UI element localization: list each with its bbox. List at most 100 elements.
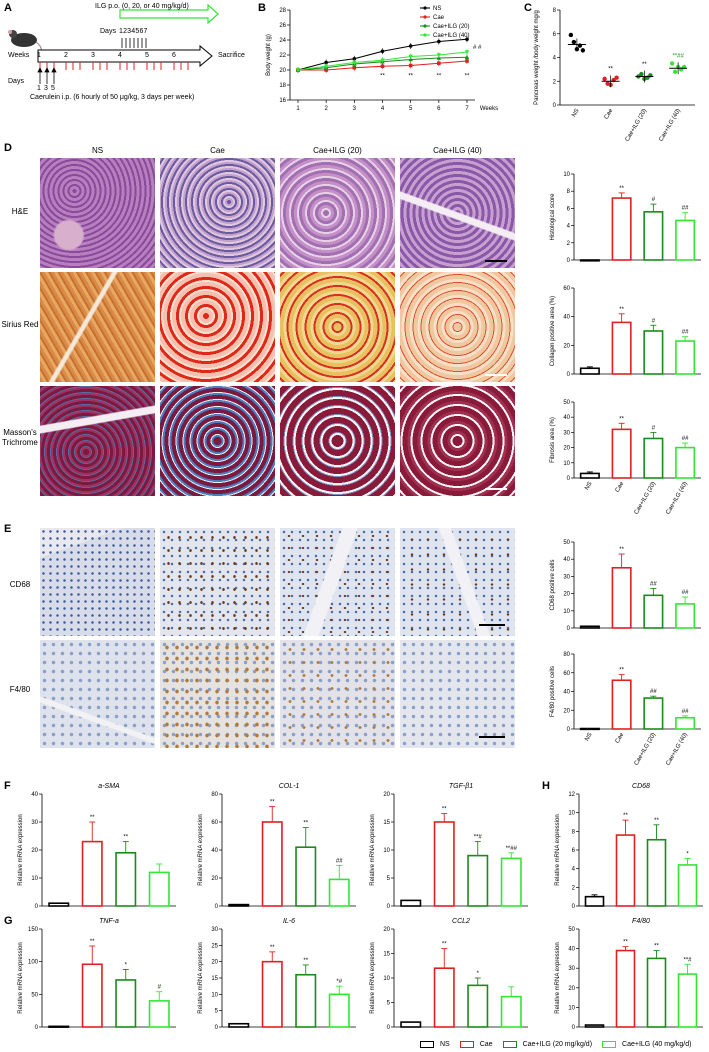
data-point — [295, 68, 301, 73]
y-tick-label: 20 — [211, 876, 218, 882]
data-point — [324, 60, 328, 65]
x-tick-label: Cae — [604, 107, 615, 120]
mouse-icon — [8, 30, 42, 55]
days-bottom-label: Days — [8, 78, 24, 85]
scale-bar — [485, 374, 507, 376]
y-tick-label: 28 — [279, 8, 286, 14]
bar — [295, 846, 317, 907]
significance-label: ## — [682, 709, 689, 715]
y-tick-label: 6 — [553, 32, 557, 38]
significance-label: ## — [682, 590, 689, 596]
bar — [328, 993, 350, 1028]
data-point — [464, 55, 470, 60]
data-point — [436, 53, 442, 58]
body-weight-chart: 16 18 20 22 24 26 28 1 2 3 4 5 6 7 Weeks Body weight (g… — [266, 6, 498, 112]
days-top-values: 1234567 — [119, 28, 148, 35]
data-point — [323, 64, 329, 69]
significance-label: ** — [123, 835, 128, 841]
y-tick-label: 20 — [563, 446, 570, 452]
chart-title: CCL2 — [452, 918, 470, 925]
significance-label: # — [158, 985, 162, 991]
scale-bar — [485, 260, 507, 262]
y-tick-label: 60 — [211, 820, 218, 826]
micrograph-cd68-cae — [160, 528, 275, 636]
chart-title: IL-6 — [283, 918, 295, 925]
bar — [643, 211, 664, 261]
data-point — [672, 69, 678, 74]
chart-title: CD68 — [632, 783, 650, 790]
bar — [643, 697, 664, 730]
y-tick-label: 10 — [568, 811, 575, 817]
legend-marker — [423, 6, 427, 10]
sacrifice-label: Sacrifice — [218, 52, 245, 59]
significance-label: ** — [654, 944, 659, 950]
y-tick-label: 0 — [572, 1025, 576, 1031]
y-tick-label: 12 — [568, 792, 575, 798]
y-axis-label: Pancreas weight /body weight mg/g — [534, 10, 540, 105]
y-tick-label: 20 — [563, 708, 570, 714]
y-tick-label: 40 — [563, 415, 570, 421]
significance-label: ** — [619, 416, 624, 422]
y-tick-label: 0 — [387, 1025, 391, 1031]
significance-label: ** — [623, 940, 628, 946]
legend-label: Cae+ILG (20) — [433, 24, 470, 30]
micrograph-mt-ilg20 — [280, 386, 395, 496]
y-tick-label: 40 — [563, 557, 570, 563]
micrograph-sr-ilg40 — [400, 272, 515, 382]
chart-title: COL-1 — [279, 783, 300, 790]
data-point — [669, 61, 675, 66]
y-tick-label: 8 — [572, 829, 576, 835]
micrograph-f480-cae — [160, 640, 275, 748]
ilg-label: ILG p.o. (0, 20, or 40 mg/kg/d) — [95, 3, 189, 10]
data-point — [380, 64, 385, 69]
y-tick-label: 10 — [383, 848, 390, 854]
data-point — [437, 39, 441, 44]
bar — [675, 340, 696, 375]
bar — [48, 1025, 70, 1028]
panel-letter-d: D — [4, 142, 12, 154]
bar — [467, 984, 489, 1028]
chart-title: F4/80 — [632, 918, 650, 925]
days-top-label: Days — [100, 28, 116, 35]
significance-label: ## — [682, 330, 689, 336]
bar — [328, 878, 350, 907]
significance-label: ** — [436, 74, 441, 80]
micrograph-cd68-ns — [40, 528, 155, 636]
data-point — [408, 54, 413, 59]
y-axis-label: Fibrosis area (%) — [550, 417, 556, 463]
significance-label: ** — [619, 307, 624, 313]
significance-label: ## — [650, 689, 657, 695]
y-tick-label: 26 — [279, 23, 286, 29]
day-value: 3 — [44, 85, 48, 92]
y-tick-label: 6 — [572, 848, 576, 854]
y-tick-label: 2 — [567, 241, 571, 247]
bar — [675, 446, 696, 479]
y-tick-label: 15 — [211, 976, 218, 982]
bar — [500, 995, 522, 1028]
legend: NS Cae Cae+ILG (20 mg/kg/d) Cae+ILG (40 … — [420, 1038, 691, 1050]
significance-label: ## — [336, 858, 343, 864]
x-tick-label: Cae+ILG (20) — [625, 108, 648, 143]
y-tick-label: 6 — [567, 206, 571, 212]
significance-label: * — [477, 971, 480, 977]
y-axis-label: Relative mRNA expression — [555, 942, 561, 1013]
significance-label: ** — [90, 815, 95, 821]
col1-mrna-chart: COL-1 0 20 40 60 80 Relative mRNA expression **… — [198, 783, 356, 910]
y-tick-label: 50 — [568, 927, 575, 933]
y-tick-label: 2 — [553, 79, 557, 85]
significance-label: * — [125, 963, 128, 969]
bar — [643, 437, 664, 479]
week-tick: 5 — [145, 52, 149, 59]
y-tick-label: 0 — [567, 258, 571, 264]
significance-label: ## — [682, 206, 689, 212]
y-tick-label: 20 — [383, 927, 390, 933]
y-tick-label: 10 — [31, 876, 38, 882]
y-tick-label: 50 — [563, 540, 570, 546]
y-tick-label: 0 — [567, 727, 571, 733]
significance-label: ** — [608, 67, 613, 73]
y-tick-label: 30 — [211, 927, 218, 933]
significance-label: ** — [619, 186, 624, 192]
bar — [677, 973, 698, 1028]
bar — [611, 566, 632, 629]
